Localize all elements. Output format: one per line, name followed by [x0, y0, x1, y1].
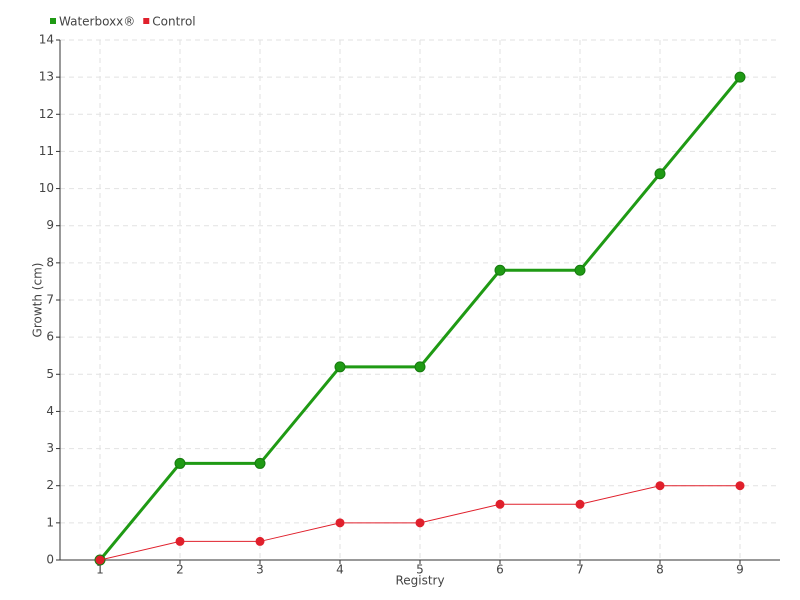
y-tick-label: 13: [39, 70, 54, 84]
y-tick-label: 2: [46, 478, 54, 492]
x-tick-label: 2: [176, 563, 184, 577]
x-tick-label: 9: [736, 563, 744, 577]
y-tick-label: 5: [46, 367, 54, 381]
x-tick-label: 1: [96, 563, 104, 577]
data-point: [414, 361, 426, 373]
data-point: [255, 536, 265, 546]
x-tick-label: 3: [256, 563, 264, 577]
legend-label: Waterboxx®: [59, 15, 135, 29]
y-tick-label: 0: [46, 553, 54, 567]
x-tick-label: 6: [496, 563, 504, 577]
data-point: [174, 457, 186, 469]
y-tick-label: 10: [39, 181, 54, 195]
data-point: [574, 264, 586, 276]
data-point: [735, 481, 745, 491]
legend-swatch: [143, 18, 150, 24]
data-point: [654, 168, 666, 180]
data-point: [334, 361, 346, 373]
y-tick-label: 1: [46, 515, 54, 529]
y-tick-label: 7: [46, 293, 54, 307]
y-tick-label: 8: [46, 255, 54, 269]
y-tick-label: 3: [46, 441, 54, 455]
data-point: [495, 499, 505, 509]
data-point: [95, 555, 105, 565]
y-tick-label: 11: [39, 144, 54, 158]
y-tick-label: 9: [46, 218, 54, 232]
data-point: [655, 481, 665, 491]
x-tick-label: 8: [656, 563, 664, 577]
y-tick-label: 12: [39, 107, 54, 121]
y-tick-label: 4: [46, 404, 54, 418]
data-point: [415, 518, 425, 528]
x-axis-label: Registry: [395, 574, 444, 588]
y-axis-label: Growth (cm): [31, 263, 45, 338]
data-point: [335, 518, 345, 528]
data-point: [175, 536, 185, 546]
legend-swatch: [50, 18, 56, 24]
x-tick-label: 4: [336, 563, 344, 577]
x-tick-label: 7: [576, 563, 584, 577]
data-point: [494, 264, 506, 276]
x-tick-label: 5: [416, 563, 424, 577]
y-tick-label: 6: [46, 330, 54, 344]
data-point: [254, 457, 266, 469]
legend-label: Control: [152, 15, 195, 29]
y-tick-label: 14: [39, 33, 54, 47]
data-point: [734, 71, 746, 83]
data-point: [575, 499, 585, 509]
